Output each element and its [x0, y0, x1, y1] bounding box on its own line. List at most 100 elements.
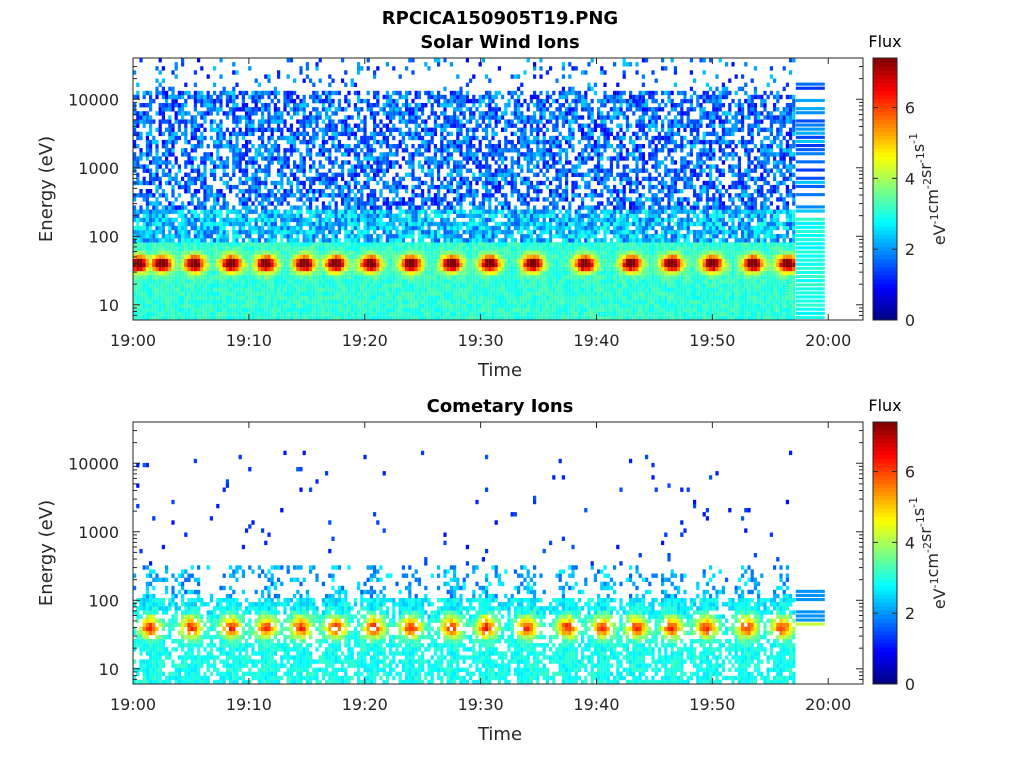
- spectrogram-cell: [337, 119, 341, 124]
- spectrogram-cell: [277, 98, 281, 104]
- spectrogram-cell: [379, 225, 383, 231]
- spectrogram-cell: [462, 103, 466, 108]
- spectrogram-cell: [312, 238, 316, 243]
- spectrogram-cell: [369, 205, 373, 210]
- spectrogram-cell: [465, 295, 469, 300]
- spectrogram-cell: [315, 258, 319, 263]
- spectrogram-cell: [363, 258, 367, 263]
- spectrogram-cell: [395, 180, 399, 186]
- spectrogram-cell: [341, 144, 345, 149]
- spectrogram-cell: [139, 275, 143, 280]
- spectrogram-cell: [459, 258, 463, 263]
- spectrogram-cell: [363, 287, 367, 292]
- spectrogram-cell: [472, 144, 476, 149]
- spectrogram-cell: [440, 270, 444, 276]
- spectrogram-cell: [392, 266, 396, 272]
- spectrogram-cell: [203, 111, 207, 116]
- spectrogram-cell: [289, 246, 293, 251]
- spectrogram-cell: [373, 225, 377, 231]
- spectrogram-cell: [357, 94, 361, 100]
- spectrogram-cell: [203, 225, 207, 231]
- spectrogram-cell: [257, 299, 261, 304]
- spectrogram-cell: [376, 213, 380, 218]
- spectrogram-cell: [174, 279, 178, 284]
- spectrogram-cell: [437, 164, 441, 169]
- spectrogram-cell: [401, 311, 405, 317]
- spectrogram-cell: [200, 135, 204, 141]
- spectrogram-cell: [133, 295, 137, 300]
- spectrogram-cell: [478, 299, 482, 304]
- spectrogram-cell: [385, 168, 389, 173]
- spectrogram-cell: [437, 160, 441, 165]
- spectrogram-cell: [433, 156, 437, 161]
- spectrogram-cell: [161, 103, 165, 108]
- spectrogram-cell: [430, 250, 434, 255]
- spectrogram-cell: [485, 275, 489, 280]
- spectrogram-cell: [430, 127, 434, 132]
- spectrogram-cell: [411, 156, 415, 161]
- spectrogram-cell: [465, 176, 469, 182]
- spectrogram-cell: [158, 201, 162, 206]
- spectrogram-cell: [456, 164, 460, 169]
- spectrogram-cell: [133, 307, 137, 313]
- spectrogram-cell: [200, 103, 204, 108]
- spectrogram-cell: [446, 225, 450, 231]
- spectrogram-cell: [197, 123, 201, 128]
- spectrogram-cell: [344, 258, 348, 263]
- spectrogram-cell: [133, 275, 137, 280]
- spectrogram-cell: [181, 242, 185, 247]
- spectrogram-cell: [152, 307, 156, 313]
- spectrogram-cell: [389, 189, 393, 194]
- spectrogram-cell: [267, 127, 271, 132]
- spectrogram-cell: [443, 315, 447, 321]
- spectrogram-cell: [181, 58, 185, 63]
- spectrogram-cell: [238, 283, 242, 288]
- spectrogram-cell: [181, 311, 185, 317]
- spectrogram-cell: [350, 168, 354, 173]
- spectrogram-cell: [296, 246, 300, 251]
- spectrogram-cell: [270, 266, 274, 272]
- spectrogram-cell: [161, 279, 165, 284]
- spectrogram-cell: [206, 295, 210, 300]
- spectrogram-cell: [472, 254, 476, 259]
- spectrogram-cell: [149, 123, 153, 128]
- spectrogram-cell: [177, 111, 181, 116]
- spectrogram-cell: [328, 254, 332, 259]
- spectrogram-cell: [245, 262, 249, 268]
- spectrogram-cell: [257, 287, 261, 292]
- spectrogram-cell: [469, 144, 473, 149]
- spectrogram-cell: [302, 262, 306, 268]
- spectrogram-cell: [232, 275, 236, 280]
- spectrogram-cell: [235, 160, 239, 165]
- spectrogram-cell: [190, 123, 194, 128]
- spectrogram-cell: [225, 115, 229, 120]
- spectrogram-cell: [337, 229, 341, 235]
- spectrogram-cell: [264, 172, 268, 177]
- spectrogram-cell: [485, 103, 489, 108]
- spectrogram-cell: [181, 266, 185, 272]
- spectrogram-cell: [229, 311, 233, 317]
- spectrogram-cell: [254, 295, 258, 300]
- spectrogram-cell: [456, 115, 460, 120]
- spectrogram-cell: [293, 139, 297, 145]
- spectrogram-cell: [350, 279, 354, 284]
- spectrogram-cell: [286, 164, 290, 169]
- spectrogram-cell: [347, 213, 351, 218]
- spectrogram-cell: [321, 225, 325, 231]
- spectrogram-cell: [398, 283, 402, 288]
- spectrogram-cell: [469, 152, 473, 157]
- spectrogram-cell: [401, 303, 405, 308]
- spectrogram-cell: [334, 287, 338, 292]
- spectrogram-cell: [478, 246, 482, 251]
- spectrogram-cell: [209, 303, 213, 308]
- spectrogram-cell: [481, 279, 485, 284]
- spectrogram-cell: [165, 98, 169, 104]
- spectrogram-cell: [421, 201, 425, 206]
- spectrogram-cell: [267, 250, 271, 255]
- spectrogram-cell: [283, 262, 287, 268]
- spectrogram-cell: [200, 184, 204, 190]
- spectrogram-cell: [270, 275, 274, 280]
- spectrogram-cell: [257, 107, 261, 112]
- spectrogram-cell: [181, 107, 185, 112]
- spectrogram-cell: [286, 98, 290, 104]
